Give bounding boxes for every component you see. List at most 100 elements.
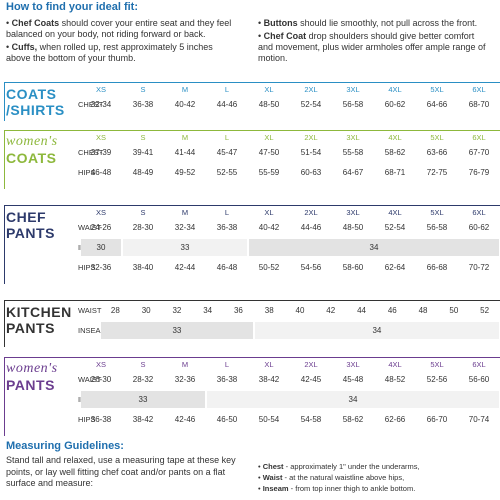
size-label: L — [224, 208, 230, 217]
size-value: 28-30 — [132, 223, 154, 232]
size-label: M — [181, 208, 189, 217]
measure-bullet-text: - approximately 1" under the underarms, — [283, 462, 420, 471]
fit-bullet-bold: Chef Coat — [263, 31, 307, 41]
size-value: 48-49 — [132, 168, 154, 177]
size-value: 36 — [233, 306, 243, 315]
size-value: 62-64 — [384, 263, 406, 272]
size-value: 76-79 — [468, 168, 490, 177]
size-label: 6XL — [472, 133, 486, 142]
size-value: 34 — [249, 239, 499, 256]
size-label: 4XL — [388, 133, 402, 142]
measure-bullet-bold: Inseam — [262, 484, 289, 493]
measure-bullet-text: - from top inner thigh to ankle bottom. — [288, 484, 416, 493]
size-value: 46-50 — [216, 415, 238, 424]
section-frame — [4, 205, 500, 284]
row-label: WAIST — [78, 223, 102, 232]
size-value: 50-54 — [258, 415, 280, 424]
size-value: 40-42 — [258, 223, 280, 232]
size-value: 68-70 — [468, 100, 490, 109]
size-value: 33 — [123, 239, 247, 256]
size-value: 48-52 — [384, 375, 406, 384]
size-value: 36-38 — [216, 223, 238, 232]
size-value: 64-67 — [342, 168, 364, 177]
size-label: 2XL — [304, 208, 318, 217]
size-label: XL — [264, 208, 274, 217]
size-label: 4XL — [388, 360, 402, 369]
size-value: 48-50 — [342, 223, 364, 232]
size-value: 72-75 — [426, 168, 448, 177]
fit-bullet-bold: Buttons — [263, 18, 298, 28]
size-value: 58-62 — [342, 415, 364, 424]
size-value: 44-46 — [216, 100, 238, 109]
fit-bullet: Buttons should lie smoothly, not pull ac… — [258, 18, 488, 29]
size-value: 52-54 — [300, 100, 322, 109]
row-label: INSEAM — [78, 326, 107, 335]
section-frame — [4, 300, 500, 347]
measure-bullet: Waist - at the natural waistline above h… — [258, 473, 404, 482]
size-value: 56-58 — [426, 223, 448, 232]
size-value: 33 — [81, 391, 205, 408]
size-value: 24-26 — [90, 223, 112, 232]
size-label: 3XL — [346, 208, 360, 217]
size-value: 52-54 — [384, 223, 406, 232]
measure-bullet-bold: Chest — [262, 462, 284, 471]
fit-bullet-text: should lie smoothly, not pull across the… — [297, 18, 478, 28]
size-label: L — [224, 360, 230, 369]
measure-bullet: Inseam - from top inner thigh to ankle b… — [258, 484, 416, 493]
size-label: L — [224, 133, 230, 142]
size-value: 49-52 — [174, 168, 196, 177]
size-value: 67-70 — [468, 148, 490, 157]
size-value: 46-48 — [216, 263, 238, 272]
size-value: 42-45 — [300, 375, 322, 384]
size-label: 5XL — [430, 360, 444, 369]
size-value: 26-30 — [90, 375, 112, 384]
size-label: 2XL — [304, 133, 318, 142]
fit-bullet-bold: Cuffs, — [11, 42, 38, 52]
fit-bullet-text: drop shoulders should give better comfor… — [258, 31, 486, 63]
size-label: XS — [95, 208, 106, 217]
size-value: 60-62 — [468, 223, 490, 232]
size-label: XS — [95, 133, 106, 142]
size-value: 47-50 — [258, 148, 280, 157]
section-title: PANTS — [6, 225, 55, 241]
size-value: 34 — [203, 306, 213, 315]
size-value: 60-63 — [300, 168, 322, 177]
size-label: 4XL — [388, 208, 402, 217]
fit-heading: How to find your ideal fit: — [6, 1, 138, 13]
size-label: S — [140, 208, 146, 217]
size-value: 51-54 — [300, 148, 322, 157]
section-title: women's — [6, 134, 58, 149]
size-value: 32-34 — [174, 223, 196, 232]
size-value: 66-70 — [426, 415, 448, 424]
section-title: /SHIRTS — [6, 102, 65, 118]
size-value: 60-62 — [384, 100, 406, 109]
size-value: 46 — [387, 306, 397, 315]
size-label: 6XL — [472, 360, 486, 369]
size-value: 34 — [254, 322, 499, 339]
section-title: PANTS — [6, 320, 55, 336]
size-value: 45-48 — [342, 375, 364, 384]
size-label: XS — [95, 360, 106, 369]
size-value: 66-68 — [426, 263, 448, 272]
size-label: S — [140, 85, 146, 94]
size-label: 6XL — [472, 85, 486, 94]
size-label: S — [140, 133, 146, 142]
size-value: 42 — [326, 306, 336, 315]
size-label: 5XL — [430, 85, 444, 94]
size-value: 37-39 — [90, 148, 112, 157]
size-value: 30 — [141, 306, 151, 315]
size-label: L — [224, 85, 230, 94]
size-value: 55-59 — [258, 168, 280, 177]
size-value: 38-40 — [132, 263, 154, 272]
size-value: 62-66 — [384, 415, 406, 424]
size-value: 44-46 — [300, 223, 322, 232]
measure-text: Stand tall and relaxed, use a measuring … — [6, 455, 236, 488]
size-value: 54-56 — [300, 263, 322, 272]
fit-bullet: Chef Coat drop shoulders should give bet… — [258, 31, 488, 64]
size-value: 38 — [264, 306, 274, 315]
size-label: XS — [95, 85, 106, 94]
section-title: COATS — [6, 86, 57, 102]
size-value: 32-36 — [174, 375, 196, 384]
fit-bullet: Cuffs, when rolled up, rest approximatel… — [6, 42, 236, 64]
section-frame — [4, 82, 500, 121]
